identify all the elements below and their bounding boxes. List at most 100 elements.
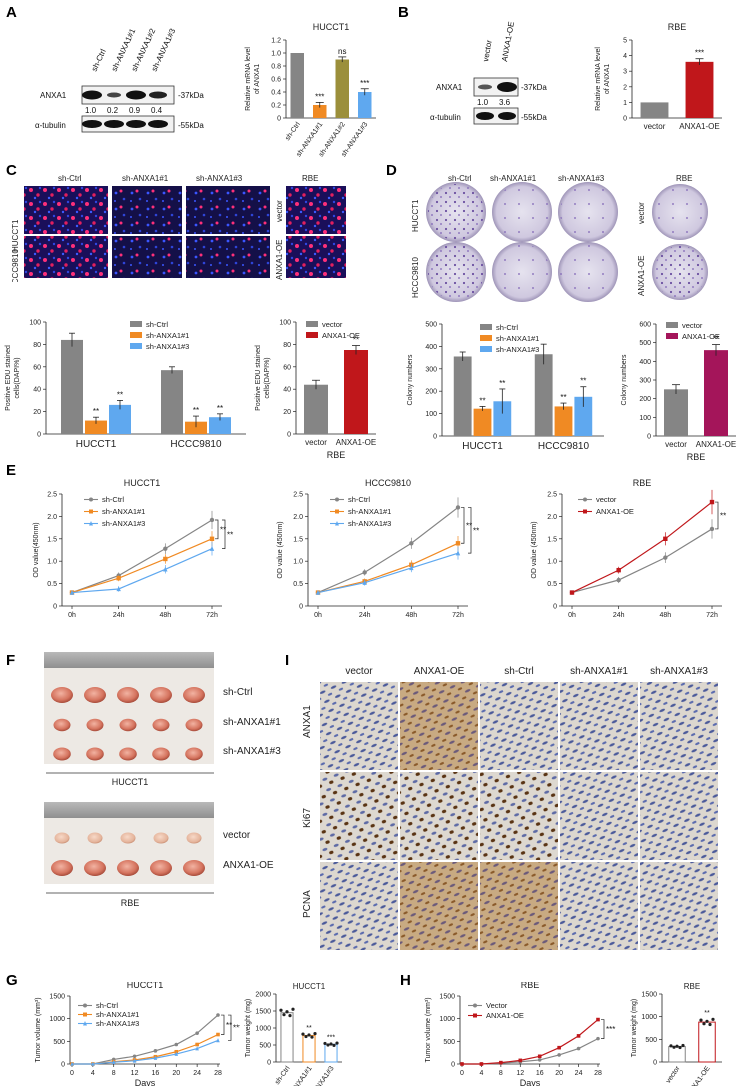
y-tick-label: 60	[33, 364, 41, 371]
data-point	[455, 541, 461, 546]
blot-quant: 1.0	[477, 98, 489, 107]
tumor	[150, 860, 172, 876]
legend-label: ANXA1-OE	[322, 331, 360, 340]
x-tick-label: 48h	[405, 612, 417, 619]
y-tick-label: 40	[283, 387, 291, 394]
significance-bracket	[461, 507, 465, 544]
data-point	[711, 1017, 715, 1021]
chart-title: RBE	[668, 22, 687, 32]
legend-label: ANXA1-OE	[486, 1011, 524, 1020]
panel-label-i: I	[285, 652, 290, 669]
data-point	[332, 1043, 336, 1047]
data-point	[596, 1036, 600, 1041]
y-tick-label: 1500	[49, 994, 65, 1001]
blot-band	[498, 112, 516, 120]
blot-band	[104, 120, 124, 128]
blot-row-label: ANXA1	[40, 91, 67, 100]
lane-label: ANXA1-OE	[500, 21, 516, 62]
bar	[109, 404, 131, 434]
tumor-grid-top	[51, 687, 205, 761]
legend-label: sh-Ctrl	[496, 323, 518, 332]
data-point	[557, 1053, 561, 1057]
y-tick-label: 80	[283, 342, 291, 349]
data-point	[111, 1059, 116, 1064]
data-point	[326, 1043, 330, 1047]
chart-g-weight: 0500100015002000sh-Ctrl**sh-ANXA1#1***sh…	[245, 982, 342, 1086]
data-point	[473, 1013, 477, 1018]
legend-label: sh-ANXA1#1	[146, 331, 189, 340]
legend-label: vector	[322, 320, 343, 329]
image-col-title: RBE	[676, 174, 692, 183]
chart-title: HCCC9810	[365, 478, 411, 488]
y-tick-label: 500	[425, 322, 437, 329]
image-row-label: HCCC9810	[411, 257, 420, 298]
y-tick-label: 0	[647, 434, 651, 441]
blot-band	[148, 120, 168, 128]
y-tick-label: 40	[33, 387, 41, 394]
y-axis-label: of ANXA1	[604, 64, 611, 94]
data-point	[709, 499, 715, 505]
significance-bracket	[228, 1014, 232, 1041]
data-point	[304, 1034, 308, 1039]
y-tick-label: 0.2	[271, 103, 281, 110]
tumor	[185, 718, 203, 732]
series-line	[72, 1039, 219, 1065]
data-point	[335, 497, 339, 502]
data-point	[335, 1041, 339, 1045]
chart-a-mrna: 00.20.40.60.81.01.2sh-Ctrl***sh-ANXA1#1n…	[245, 22, 376, 158]
chart-h-weight: 0 500 1000 1500 vector ** ANXA1-OE RBE Tumor wei…	[631, 982, 722, 1086]
y-tick-label: 0	[451, 1062, 455, 1069]
tumor	[119, 718, 137, 732]
bar	[574, 396, 593, 436]
chart-title: HUCCT1	[124, 478, 161, 488]
data-point	[132, 1054, 137, 1059]
data-point	[335, 521, 339, 526]
y-tick-label: 600	[639, 322, 651, 329]
y-tick-label: 400	[639, 359, 651, 366]
y-tick-label: 0.5	[547, 581, 557, 588]
series-line	[317, 506, 459, 594]
legend-label: ANXA1-OE	[682, 332, 720, 341]
kda-label: -55kDa	[178, 121, 204, 130]
bar	[358, 92, 372, 118]
y-tick-label: 500	[639, 340, 651, 347]
x-tick-label: 16	[152, 1070, 160, 1077]
tumor	[185, 747, 203, 761]
image-row-label: HUCCT1	[11, 219, 20, 252]
data-point	[518, 1058, 523, 1063]
x-tick-label: vector	[665, 1065, 682, 1085]
data-point	[83, 1003, 87, 1008]
bar	[664, 389, 688, 436]
x-tick-label: 0	[460, 1070, 464, 1077]
data-point	[537, 1058, 542, 1062]
edu-image	[112, 236, 182, 278]
y-tick-label: 2	[623, 84, 627, 91]
tumor-photo	[44, 652, 214, 764]
significance-label: **	[479, 396, 485, 405]
image-col-label: sh-ANXA1#1	[122, 174, 169, 183]
y-tick-label: 0	[553, 604, 557, 611]
ruler	[44, 802, 214, 818]
legend-swatch	[480, 335, 492, 341]
data-point	[709, 526, 715, 532]
tumor-row-label: sh-ANXA1#1	[223, 717, 281, 728]
panel-i-ihc: vector ANXA1-OE sh-Ctrl sh-ANXA1#1 sh-ANXA1#…	[302, 666, 718, 950]
blot-quant: 0.4	[151, 106, 163, 115]
series-line	[317, 542, 459, 594]
y-tick-label: 100	[639, 415, 651, 422]
data-point	[537, 1054, 542, 1059]
data-point	[479, 1062, 484, 1066]
data-point	[616, 577, 621, 583]
x-tick-label: 24h	[359, 612, 371, 619]
tumor	[86, 747, 104, 761]
data-point	[323, 1041, 327, 1046]
series-line	[317, 552, 459, 594]
image-row-label: ANXA1-OE	[275, 240, 284, 280]
data-point	[89, 521, 93, 526]
data-point	[83, 1021, 87, 1026]
edu-image	[186, 186, 270, 234]
ihc-image	[400, 772, 478, 860]
data-point	[699, 1018, 703, 1022]
data-point	[557, 1045, 561, 1050]
y-axis-label: OD value (450nm)	[531, 521, 538, 578]
